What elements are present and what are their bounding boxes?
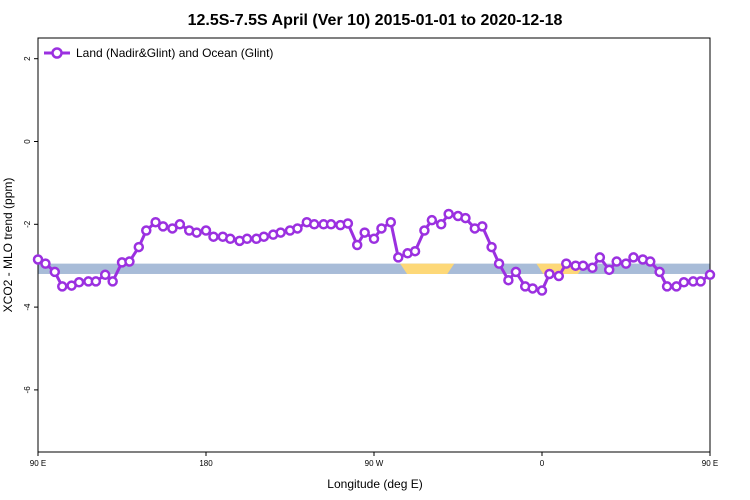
data-point — [200, 225, 212, 236]
legend: Land (Nadir&Glint) and Ocean (Glint) — [44, 46, 273, 60]
data-point — [611, 256, 622, 267]
data-point — [368, 233, 380, 245]
y-tick-label: -4 — [23, 303, 32, 311]
y-tick-label: 2 — [23, 56, 32, 61]
y-tick-label: -6 — [23, 386, 32, 394]
legend-label: Land (Nadir&Glint) and Ocean (Glint) — [76, 46, 273, 60]
data-point — [174, 219, 186, 230]
x-tick-label: 90 E — [702, 459, 718, 468]
data-point — [90, 276, 102, 287]
data-point — [351, 239, 363, 251]
data-point — [141, 225, 152, 236]
series-layer — [32, 208, 716, 296]
data-point — [208, 231, 219, 242]
data-point — [460, 212, 471, 224]
data-point — [342, 218, 354, 229]
y-axis: 2 0 -2 -4 -6 — [23, 56, 38, 394]
data-point — [359, 227, 370, 238]
data-point — [477, 221, 488, 232]
data-point — [124, 256, 135, 267]
data-point — [553, 270, 565, 282]
data-point — [594, 252, 606, 263]
data-point — [620, 258, 632, 269]
data-point — [486, 241, 497, 253]
data-point — [671, 281, 682, 292]
data-point — [32, 254, 44, 265]
data-point — [133, 241, 145, 253]
data-point — [603, 264, 615, 276]
data-point — [49, 266, 61, 278]
ocean-band — [38, 263, 710, 274]
data-point — [503, 274, 514, 286]
data-point — [536, 285, 548, 296]
data-point — [292, 223, 303, 234]
x-tick-label: 90 E — [30, 459, 46, 468]
x-tick-label: 0 — [540, 459, 545, 468]
data-point — [385, 216, 397, 228]
data-point — [426, 214, 438, 226]
data-point — [510, 266, 522, 278]
data-point — [393, 252, 404, 263]
data-point — [167, 223, 178, 234]
y-tick-label: -2 — [23, 220, 32, 228]
x-tick-label: 90 W — [365, 459, 384, 468]
data-point — [561, 258, 572, 269]
data-point — [577, 260, 589, 271]
data-point — [191, 227, 202, 238]
land-band — [400, 263, 455, 274]
data-point — [435, 219, 447, 230]
data-point — [73, 277, 85, 288]
data-point — [225, 233, 236, 245]
data-point — [443, 208, 454, 220]
data-point — [695, 276, 706, 287]
data-point — [628, 252, 639, 263]
data-point — [40, 258, 51, 269]
data-point — [704, 269, 716, 281]
x-axis-label: Longitude (deg E) — [327, 477, 422, 491]
data-point — [678, 277, 690, 288]
data-point — [275, 227, 286, 238]
data-point — [409, 245, 421, 257]
x-axis: 90 E 180 90 W 0 90 E — [30, 452, 718, 468]
data-point — [645, 256, 656, 267]
data-point — [99, 269, 111, 281]
y-axis-label: XCO2 - MLO trend (ppm) — [1, 178, 15, 313]
data-point — [527, 283, 538, 294]
chart-title: 12.5S-7.5S April (Ver 10) 2015-01-01 to … — [188, 12, 563, 29]
data-point — [150, 216, 161, 228]
legend-marker-swatch — [51, 47, 63, 59]
data-point — [654, 266, 665, 278]
data-point — [376, 223, 387, 234]
data-point — [587, 262, 598, 274]
data-point — [241, 233, 253, 245]
data-point — [107, 276, 118, 287]
data-point — [258, 231, 270, 242]
data-point — [157, 221, 169, 232]
data-point — [309, 219, 320, 230]
data-point — [661, 281, 673, 292]
data-point — [419, 225, 430, 236]
data-point — [57, 281, 68, 292]
data-point — [325, 219, 337, 230]
data-point — [544, 268, 555, 280]
x-tick-label: 180 — [199, 459, 213, 468]
data-point — [493, 258, 505, 269]
y-tick-label: 0 — [23, 139, 32, 144]
